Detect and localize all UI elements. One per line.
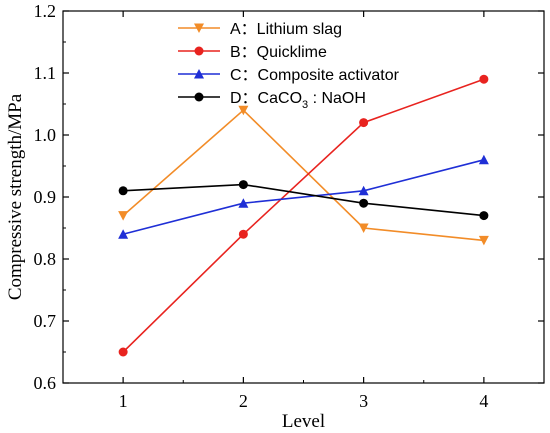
data-point bbox=[118, 347, 128, 357]
data-point bbox=[478, 154, 489, 165]
data-point bbox=[238, 198, 249, 208]
legend-item: B：Quicklime bbox=[178, 44, 327, 61]
series-layer bbox=[118, 74, 489, 357]
y-tick-label: 0.9 bbox=[34, 187, 57, 207]
legend-item: C：Composite activator bbox=[178, 67, 400, 84]
series-1 bbox=[118, 105, 489, 246]
y-tick-label: 0.7 bbox=[34, 311, 57, 331]
legend-label: B：Quicklime bbox=[230, 44, 327, 61]
y-tick-label: 1.2 bbox=[34, 1, 57, 21]
legend-label-suffix: : NaOH bbox=[308, 90, 366, 107]
data-point bbox=[238, 229, 248, 239]
legend-item: A：Lithium slag bbox=[178, 21, 342, 38]
ticks-layer: 0.6 0.7 0.8 0.9 1.0 1.1 1.2 1 2 3 4 bbox=[34, 1, 544, 411]
legend-label-subscript: 3 bbox=[302, 99, 308, 111]
data-point bbox=[359, 118, 369, 128]
legend-marker bbox=[194, 46, 204, 56]
series-3 bbox=[118, 154, 489, 239]
y-tick-label: 0.8 bbox=[34, 249, 57, 269]
series-line bbox=[123, 183, 484, 217]
data-point bbox=[238, 180, 248, 190]
data-point bbox=[358, 223, 369, 233]
data-point bbox=[479, 74, 489, 84]
series-4 bbox=[118, 180, 489, 221]
data-point bbox=[478, 235, 489, 246]
x-tick-label: 2 bbox=[239, 391, 248, 411]
legend: A：Lithium slag B：Quicklime C：Composite act… bbox=[178, 21, 400, 111]
legend-label: C：Composite activator bbox=[230, 67, 400, 84]
x-tick-label: 1 bbox=[119, 391, 128, 411]
data-point bbox=[359, 198, 369, 208]
series-line bbox=[122, 78, 485, 353]
y-tick-label: 1.0 bbox=[34, 125, 57, 145]
data-point bbox=[118, 186, 128, 196]
series-2 bbox=[118, 74, 489, 357]
x-tick-label: 3 bbox=[359, 391, 368, 411]
legend-label-text: A：Lithium slag bbox=[230, 21, 342, 38]
x-axis-title: Level bbox=[282, 411, 325, 432]
series-line bbox=[122, 109, 484, 242]
data-point bbox=[118, 229, 129, 239]
data-point bbox=[238, 105, 249, 116]
legend-label: D：CaCO3 : NaOH bbox=[230, 90, 366, 111]
legend-label-text: C：Composite activator bbox=[230, 67, 400, 84]
legend-label-text: D：CaCO bbox=[230, 90, 302, 107]
x-tick-label: 4 bbox=[479, 391, 488, 411]
data-point bbox=[479, 211, 489, 221]
y-tick-label: 1.1 bbox=[34, 63, 57, 83]
legend-marker bbox=[194, 23, 204, 33]
legend-label-text: B：Quicklime bbox=[230, 44, 327, 61]
series-line bbox=[122, 159, 485, 235]
data-point bbox=[358, 185, 369, 196]
legend-marker bbox=[194, 69, 204, 79]
data-point bbox=[118, 211, 129, 221]
y-tick-label: 0.6 bbox=[34, 373, 57, 393]
y-axis-title: Compressive strength/MPa bbox=[5, 93, 26, 300]
legend-label: A：Lithium slag bbox=[230, 21, 342, 38]
legend-item: D：CaCO3 : NaOH bbox=[178, 90, 366, 111]
legend-marker bbox=[194, 92, 204, 102]
